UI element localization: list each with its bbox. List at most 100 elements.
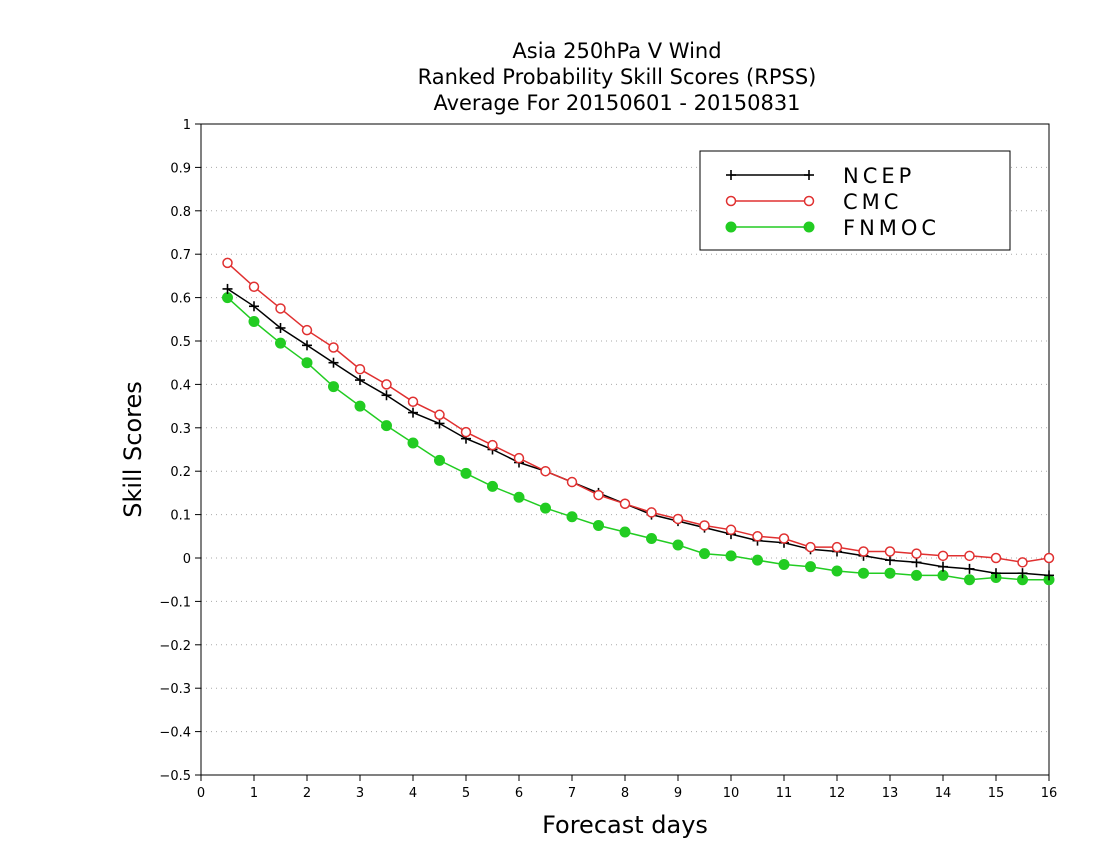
- grid-lines: [201, 166, 1049, 733]
- data-point: [222, 292, 233, 304]
- data-point: [1017, 568, 1028, 579]
- data-point: [858, 546, 869, 557]
- series-cmc: [222, 257, 1055, 568]
- data-point: [328, 342, 339, 353]
- data-point: [884, 567, 896, 579]
- x-tick-label: 8: [621, 786, 629, 801]
- data-point: [964, 574, 975, 586]
- data-point: [885, 555, 895, 566]
- legend-marker: [803, 221, 815, 233]
- data-point: [831, 565, 843, 577]
- x-axis-ticks: 0 1 2 3 4 5 6 7 8 9 10 11 12 13 14 15 16: [197, 775, 1057, 801]
- data-point: [487, 439, 498, 451]
- data-point: [381, 379, 392, 390]
- data-point: [672, 513, 684, 525]
- x-axis-label: Forecast days: [542, 811, 708, 839]
- y-tick-label: 0.2: [170, 465, 191, 480]
- legend-marker: [725, 195, 737, 207]
- legend-label: FNMOC: [843, 216, 940, 240]
- x-tick-label: 3: [356, 786, 364, 801]
- data-point: [275, 322, 286, 333]
- data-point: [938, 561, 948, 572]
- data-point: [911, 557, 922, 568]
- data-point: [1043, 552, 1055, 564]
- legend-entry-ncep: NCEP: [726, 164, 911, 188]
- data-point: [1044, 570, 1054, 581]
- y-tick-label: −0.3: [159, 682, 191, 697]
- y-axis-label: Skill Scores: [119, 381, 147, 518]
- x-tick-label: 16: [1041, 786, 1058, 801]
- data-point: [858, 567, 869, 579]
- data-point: [566, 476, 578, 488]
- y-tick-label: 0: [183, 552, 191, 567]
- data-point: [275, 303, 286, 314]
- data-point: [699, 548, 710, 560]
- data-point: [407, 437, 419, 449]
- x-tick-label: 4: [409, 786, 417, 801]
- data-point: [1017, 557, 1028, 568]
- data-point: [434, 454, 445, 466]
- data-point: [619, 498, 631, 509]
- data-point: [434, 418, 445, 429]
- series-line-fnmoc: [226, 297, 1049, 581]
- y-tick-label: 0.4: [170, 378, 191, 393]
- data-point: [964, 550, 975, 562]
- data-point: [248, 281, 260, 292]
- data-point: [513, 452, 525, 464]
- legend-marker: [725, 221, 737, 233]
- y-tick-label: −0.5: [159, 769, 191, 784]
- data-point: [672, 539, 684, 551]
- data-point: [593, 489, 604, 501]
- data-point: [831, 541, 843, 553]
- title-line-3: Average For 20150601 - 20150831: [433, 91, 800, 115]
- y-tick-label: 1: [183, 118, 191, 133]
- x-tick-label: 9: [674, 786, 682, 801]
- data-point: [699, 520, 710, 531]
- y-tick-label: −0.1: [159, 595, 191, 610]
- data-point: [991, 568, 1001, 579]
- data-point: [646, 532, 657, 544]
- data-point: [646, 507, 657, 518]
- data-point: [778, 533, 790, 544]
- data-point: [381, 420, 392, 432]
- x-tick-label: 13: [882, 786, 899, 801]
- data-point: [328, 357, 339, 368]
- y-tick-label: 0.6: [170, 292, 191, 307]
- data-point: [222, 257, 233, 269]
- data-point: [725, 524, 737, 536]
- data-point: [407, 396, 419, 408]
- legend-marker: [804, 170, 814, 180]
- data-point: [381, 390, 392, 401]
- data-point: [302, 340, 312, 351]
- data-point: [540, 502, 551, 514]
- y-tick-label: 0.5: [170, 335, 191, 350]
- data-point: [964, 563, 975, 574]
- data-point: [460, 426, 472, 438]
- y-tick-label: 0.9: [170, 161, 191, 176]
- x-tick-label: 1: [250, 786, 258, 801]
- y-tick-label: 0.3: [170, 422, 191, 437]
- legend-entry-cmc: CMC: [725, 190, 898, 214]
- legend-entry-fnmoc: FNMOC: [725, 216, 940, 240]
- data-point: [884, 546, 896, 557]
- x-tick-label: 6: [515, 786, 523, 801]
- y-axis-ticks: −0.5 −0.4 −0.3 −0.2 −0.1 0 0.1 0.2 0.3 0.4 0.5 0.6 0…: [159, 118, 201, 784]
- data-point: [911, 569, 922, 581]
- y-tick-label: 0.1: [170, 509, 191, 524]
- x-tick-label: 11: [776, 786, 793, 801]
- data-point: [937, 569, 949, 581]
- data-point: [301, 357, 313, 369]
- y-tick-label: 0.7: [170, 248, 191, 263]
- data-point: [222, 283, 233, 294]
- legend-marker: [803, 195, 815, 207]
- data-point: [249, 301, 259, 312]
- data-point: [752, 531, 763, 542]
- data-point: [434, 409, 445, 421]
- y-tick-label: 0.8: [170, 205, 191, 220]
- data-point: [354, 363, 366, 375]
- legend-marker: [726, 170, 736, 180]
- data-point: [248, 315, 260, 327]
- series-line-ncep: [227, 288, 1050, 577]
- data-point: [275, 337, 286, 349]
- data-point: [911, 548, 922, 559]
